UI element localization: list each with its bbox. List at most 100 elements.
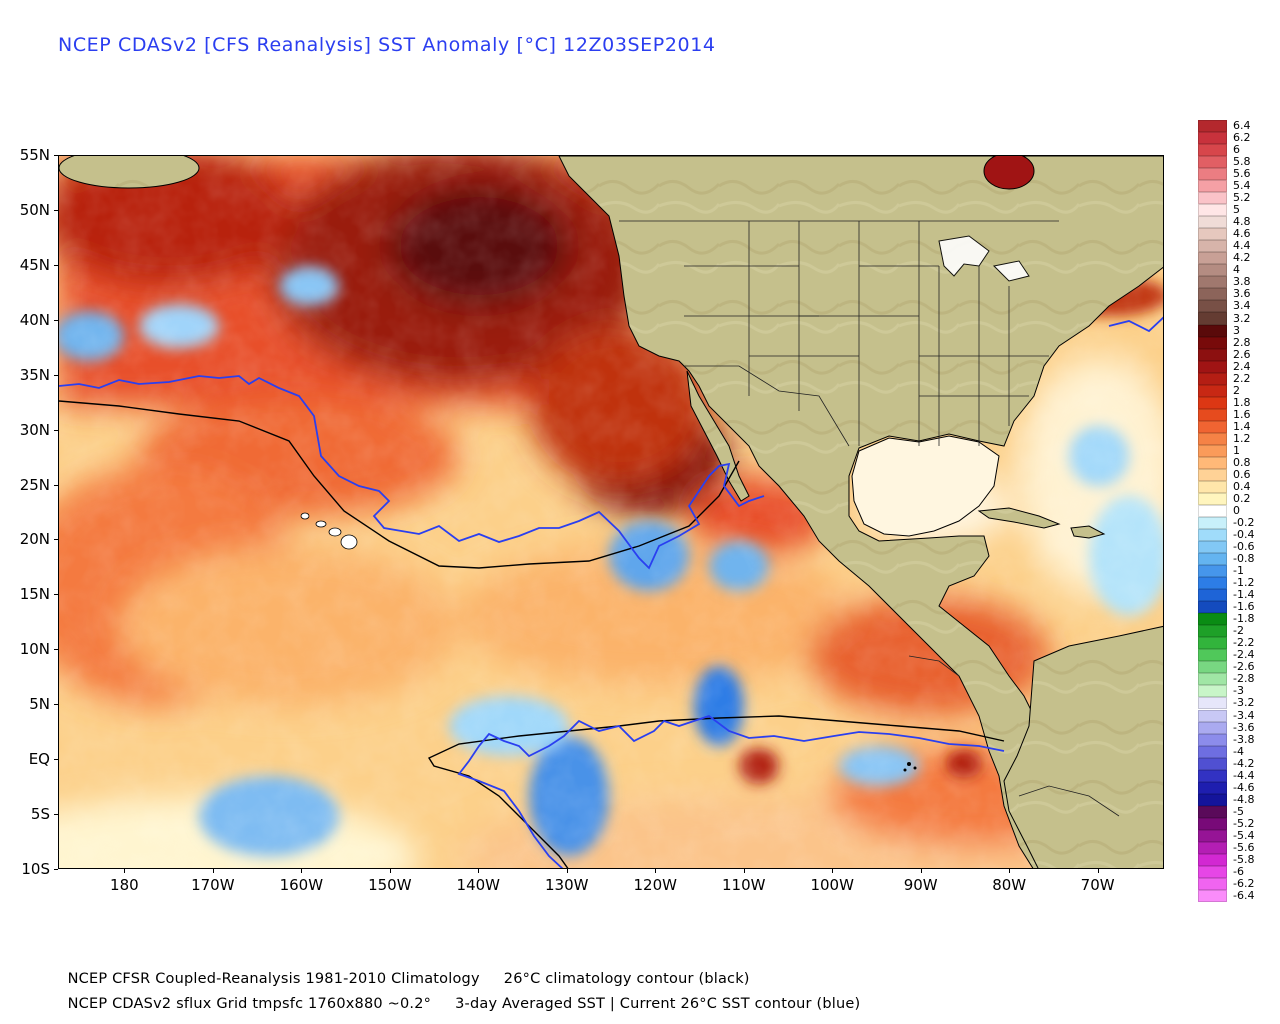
colorbar-level-label: -4.4 <box>1233 768 1255 782</box>
colorbar-swatch <box>1198 180 1227 193</box>
lat-tick-mark <box>54 704 58 706</box>
chart-title: NCEP CDASv2 [CFS Reanalysis] SST Anomaly… <box>58 34 716 56</box>
colorbar-level-label: 4.2 <box>1233 251 1251 265</box>
colorbar-swatch <box>1198 372 1227 385</box>
colorbar-swatch <box>1198 312 1227 325</box>
colorbar-level-label: 0.6 <box>1233 467 1251 481</box>
colorbar-swatch <box>1198 817 1227 830</box>
colorbar-level-label: -1.2 <box>1233 576 1255 590</box>
colorbar-level-label: -1.4 <box>1233 588 1255 602</box>
colorbar-swatch <box>1198 288 1227 301</box>
colorbar-level-label: -4.8 <box>1233 792 1255 806</box>
colorbar-level-label: 5.2 <box>1233 191 1251 205</box>
colorbar-level-label: -5.6 <box>1233 840 1255 854</box>
colorbar-swatch <box>1198 565 1227 578</box>
footer-climatology-contour: 26°C climatology contour (black) <box>503 971 750 987</box>
colorbar-swatch <box>1198 480 1227 493</box>
colorbar-level-label: 1.6 <box>1233 407 1251 421</box>
colorbar-level-label: 2 <box>1233 383 1240 397</box>
colorbar-swatch <box>1198 336 1227 349</box>
lat-tick-label: 10N <box>19 640 50 659</box>
lon-tick-mark <box>920 869 922 873</box>
colorbar-level-label: 3.8 <box>1233 275 1251 289</box>
colorbar-swatch <box>1198 384 1227 397</box>
colorbar-level-label: 1 <box>1233 443 1240 457</box>
colorbar-swatch <box>1198 396 1227 409</box>
colorbar-swatch <box>1198 216 1227 229</box>
colorbar-level-label: -2 <box>1233 624 1244 638</box>
colorbar-swatch <box>1198 348 1227 361</box>
lat-tick-label: 20N <box>19 530 50 549</box>
colorbar-swatch <box>1198 360 1227 373</box>
colorbar-level-label: 3.4 <box>1233 299 1251 313</box>
colorbar-swatch <box>1198 276 1227 289</box>
south-america-land <box>1003 625 1163 868</box>
colorbar-level-label: 5.8 <box>1233 155 1251 169</box>
colorbar-level-label: 2.8 <box>1233 335 1251 349</box>
colorbar-swatch <box>1198 877 1227 890</box>
colorbar-swatch <box>1198 300 1227 313</box>
colorbar-level-label: -3 <box>1233 684 1244 698</box>
colorbar-swatch <box>1198 577 1227 590</box>
colorbar-swatch <box>1198 805 1227 818</box>
lon-tick-mark <box>832 869 834 873</box>
colorbar-level-label: -5.4 <box>1233 828 1255 842</box>
lon-tick-label: 70W <box>1080 876 1115 894</box>
lat-tick-mark <box>54 594 58 596</box>
current-26c-contour <box>59 375 765 570</box>
lon-tick-label: 180 <box>110 876 139 894</box>
colorbar-swatch <box>1198 769 1227 782</box>
colorbar-level-label: 0 <box>1233 504 1240 517</box>
colorbar-swatch <box>1198 793 1227 806</box>
lon-tick-label: 160W <box>279 876 324 894</box>
colorbar-level-label: 0.4 <box>1233 479 1251 493</box>
colorbar-swatch <box>1198 264 1227 277</box>
lat-tick-mark <box>54 209 58 211</box>
gulf-of-mexico <box>851 435 1000 537</box>
galapagos-islands <box>903 762 917 772</box>
colorbar-level-label: 0.2 <box>1233 491 1251 505</box>
colorbar-swatch <box>1198 504 1227 517</box>
current-26c-contour-cuba <box>1108 316 1163 333</box>
colorbar-swatch <box>1198 673 1227 686</box>
colorbar-level-label: 4.4 <box>1233 239 1251 253</box>
lat-tick-label: 5S <box>30 805 50 824</box>
colorbar-swatch <box>1198 757 1227 770</box>
colorbar-level-label: -5.8 <box>1233 852 1255 866</box>
colorbar-swatch <box>1198 517 1227 530</box>
lat-tick-mark <box>54 155 58 156</box>
colorbar-swatch <box>1198 709 1227 722</box>
lat-tick-label: 55N <box>19 146 50 164</box>
lon-tick-mark <box>1097 869 1099 873</box>
colorbar-level-label: -1 <box>1233 564 1244 578</box>
colorbar-level-label: 6.4 <box>1233 119 1251 133</box>
colorbar-swatch <box>1198 444 1227 457</box>
lon-tick-mark <box>212 869 214 873</box>
colorbar-swatch <box>1198 745 1227 758</box>
colorbar-swatch <box>1198 324 1227 337</box>
lat-tick-label: 50N <box>19 200 50 219</box>
colorbar-swatch <box>1198 468 1227 481</box>
colorbar-level-label: -4 <box>1233 744 1244 758</box>
lat-tick-mark <box>54 429 58 431</box>
colorbar-level-label: -0.4 <box>1233 528 1255 542</box>
colorbar-swatch <box>1198 541 1227 554</box>
colorbar-level-label: -3.6 <box>1233 720 1255 734</box>
great-lakes <box>938 235 1030 282</box>
colorbar-swatch <box>1198 144 1227 157</box>
colorbar-swatch <box>1198 697 1227 710</box>
colorbar-swatch <box>1198 168 1227 181</box>
colorbar-swatch <box>1198 240 1227 253</box>
colorbar-swatch <box>1198 204 1227 217</box>
climatology-26c-contour-south <box>427 715 1005 868</box>
political-borders <box>619 220 1120 817</box>
lat-tick-label: 15N <box>19 585 50 604</box>
colorbar-swatch <box>1198 781 1227 794</box>
colorbar-level-label: 1.4 <box>1233 419 1251 433</box>
colorbar-level-label: 3.2 <box>1233 311 1251 325</box>
colorbar-level-label: 6.2 <box>1233 131 1251 145</box>
colorbar-level-label: 4 <box>1233 263 1240 277</box>
footer-line-2: NCEP CDASv2 sflux Grid tmpsfc 1760x880 ~… <box>58 980 861 1012</box>
colorbar-swatch <box>1198 865 1227 878</box>
colorbar-level-label: 4.6 <box>1233 227 1251 241</box>
